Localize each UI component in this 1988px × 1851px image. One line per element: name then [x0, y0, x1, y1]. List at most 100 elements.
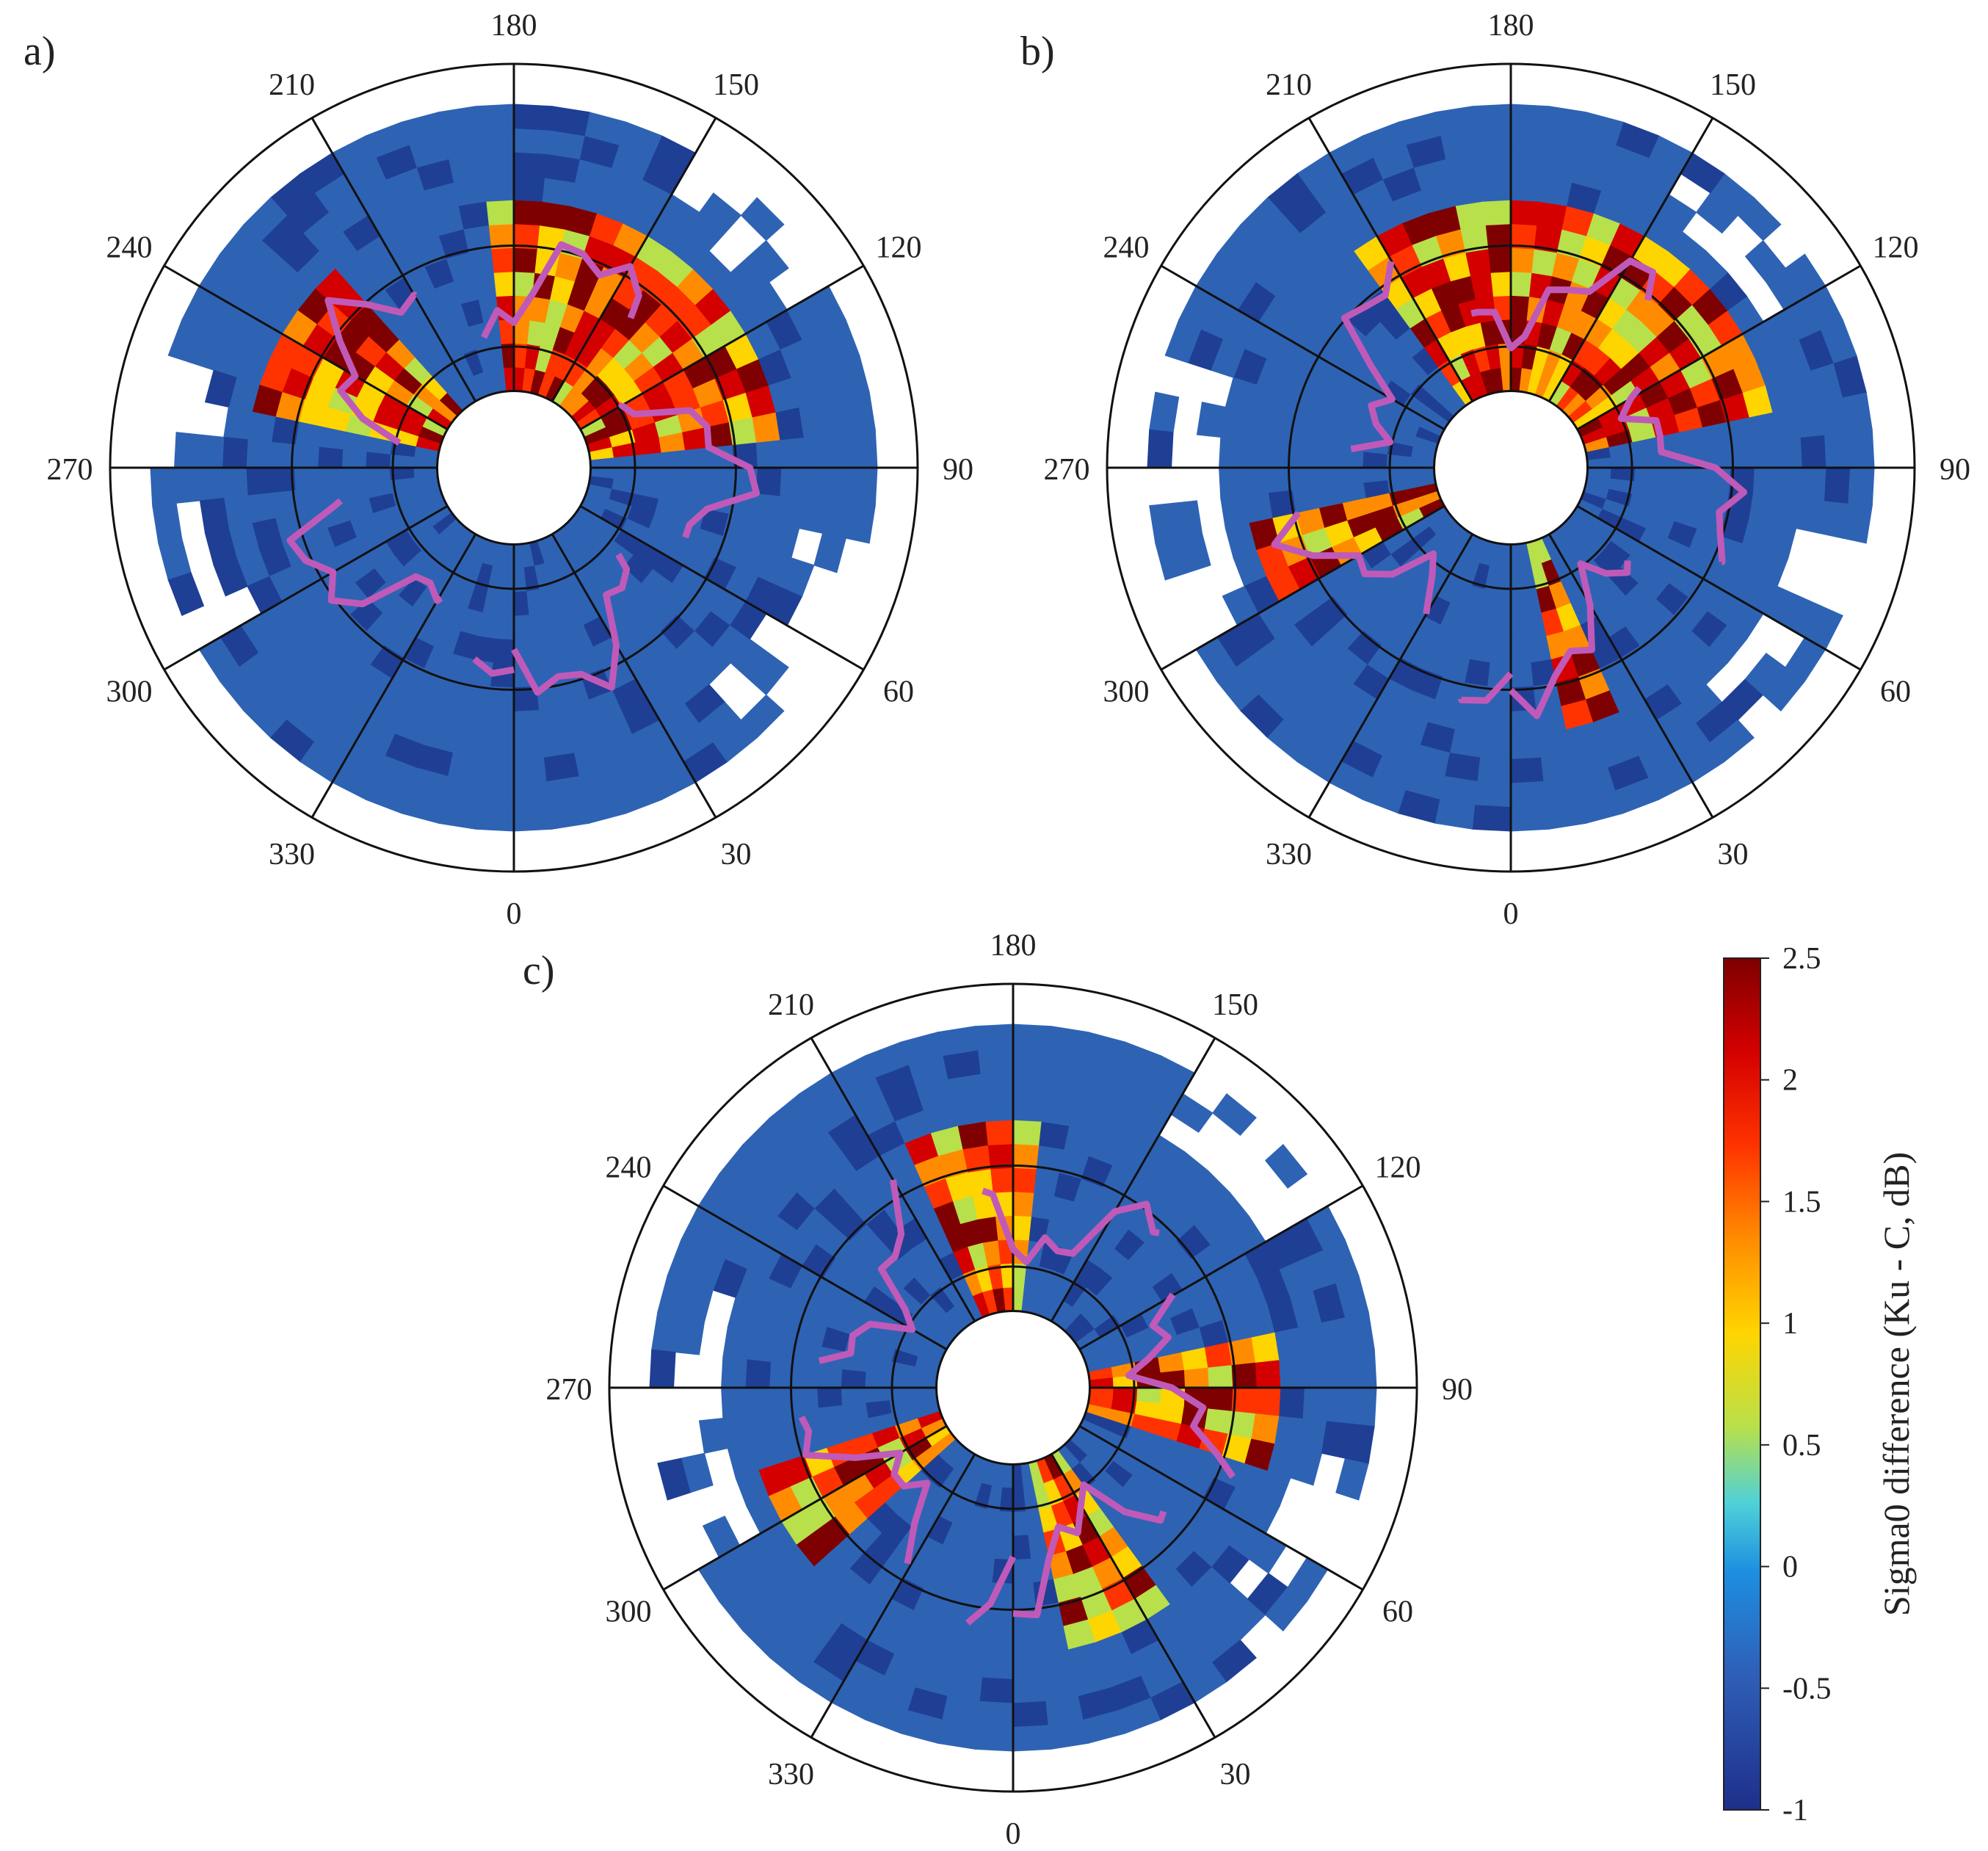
data-cell [199, 497, 229, 534]
data-cell [740, 197, 785, 242]
meridian-line [163, 264, 449, 431]
data-cell [1048, 1026, 1089, 1057]
data-cell [974, 1024, 1014, 1051]
colorbar-gradient [1723, 957, 1761, 1811]
longitude-label: 150 [1710, 68, 1756, 102]
colorbar-tick-label: 1 [1782, 1307, 1798, 1341]
data-cell [840, 1387, 866, 1407]
data-cell [475, 104, 515, 131]
data-cell [548, 799, 590, 830]
data-cell [794, 1341, 822, 1368]
data-cell [438, 799, 479, 830]
data-cell [1012, 1582, 1037, 1609]
meridian-line [1307, 533, 1474, 819]
longitude-label: 270 [546, 1373, 592, 1407]
panel-label-b: b) [1020, 29, 1055, 74]
pole-hole [1433, 390, 1589, 546]
longitude-label: 120 [1872, 231, 1918, 265]
longitude-label: 30 [1220, 1758, 1251, 1792]
data-cell [721, 1387, 747, 1419]
data-cell [513, 104, 553, 131]
data-cell [1454, 200, 1486, 230]
data-cell [213, 557, 248, 597]
longitude-label: 240 [606, 1151, 652, 1185]
data-cell [984, 1629, 1014, 1656]
data-cell [475, 805, 515, 832]
data-cell [247, 411, 276, 443]
longitude-label: 240 [106, 231, 153, 265]
data-cell [150, 467, 177, 507]
longitude-label: 60 [1880, 675, 1911, 709]
data-cell [1749, 411, 1778, 443]
longitude-label: 180 [1488, 9, 1534, 43]
data-cell [495, 615, 515, 641]
data-cell [780, 467, 806, 499]
data-cell [746, 1331, 775, 1363]
data-cell [864, 1372, 890, 1388]
data-cell [979, 1677, 1014, 1704]
data-cell [1149, 391, 1180, 433]
data-cell [1219, 436, 1245, 468]
data-cell [1362, 452, 1387, 468]
data-cell [539, 200, 570, 230]
data-cell [957, 1120, 988, 1150]
data-cell [341, 467, 367, 487]
data-cell [1477, 757, 1512, 784]
data-cell [513, 151, 548, 178]
data-cell [1012, 1048, 1049, 1074]
data-cell [845, 502, 876, 544]
ice-edge-line [1271, 257, 1748, 720]
data-cell [990, 1167, 1014, 1193]
meridian-line [1078, 1184, 1364, 1351]
data-cell [1545, 106, 1587, 137]
meridian-line [1576, 264, 1862, 431]
meridian-line [551, 533, 717, 819]
panel-label-c: c) [523, 948, 555, 993]
data-cell [1510, 294, 1530, 321]
data-cell [1492, 615, 1512, 641]
data-cell [1800, 434, 1827, 468]
data-cell [1800, 467, 1827, 501]
data-cell [167, 572, 205, 617]
data-cell [513, 757, 548, 784]
colorbar-tick-label: -1 [1782, 1794, 1808, 1828]
data-cell [1291, 421, 1320, 448]
data-cell [649, 1349, 676, 1388]
colorbar-tick-label: 0 [1782, 1551, 1798, 1584]
data-cell [1490, 638, 1512, 664]
data-cell [722, 1326, 752, 1361]
data-cell [721, 1356, 747, 1388]
data-cell [294, 421, 323, 448]
data-cell [982, 1653, 1014, 1680]
data-cell [1842, 391, 1873, 433]
data-cell [1536, 200, 1567, 230]
data-cell [365, 452, 391, 468]
data-cell [1482, 709, 1512, 736]
data-cell [1220, 495, 1249, 529]
data-cell [478, 128, 515, 154]
data-cell [684, 467, 711, 489]
data-cell [1314, 446, 1341, 468]
data-cell [1038, 1120, 1070, 1150]
data-cell [755, 439, 783, 468]
data-cell [1350, 1387, 1377, 1427]
meridian-line [1548, 533, 1714, 819]
data-cell [513, 781, 550, 808]
data-cell [1038, 1626, 1070, 1655]
data-cell [1251, 1331, 1280, 1363]
data-cell [1477, 151, 1512, 178]
data-cell [1219, 467, 1245, 499]
data-cell [1149, 502, 1180, 544]
data-cell [482, 175, 515, 202]
data-cell [1164, 319, 1202, 363]
data-cell [1012, 1535, 1032, 1561]
longitude-label: 330 [269, 838, 315, 872]
data-cell [803, 434, 830, 468]
data-cell [152, 502, 183, 544]
longitude-label: 330 [1266, 838, 1312, 872]
data-cell [1338, 449, 1364, 468]
data-cell [1012, 1071, 1047, 1098]
data-cell [977, 1701, 1014, 1728]
data-cell [1495, 591, 1512, 617]
